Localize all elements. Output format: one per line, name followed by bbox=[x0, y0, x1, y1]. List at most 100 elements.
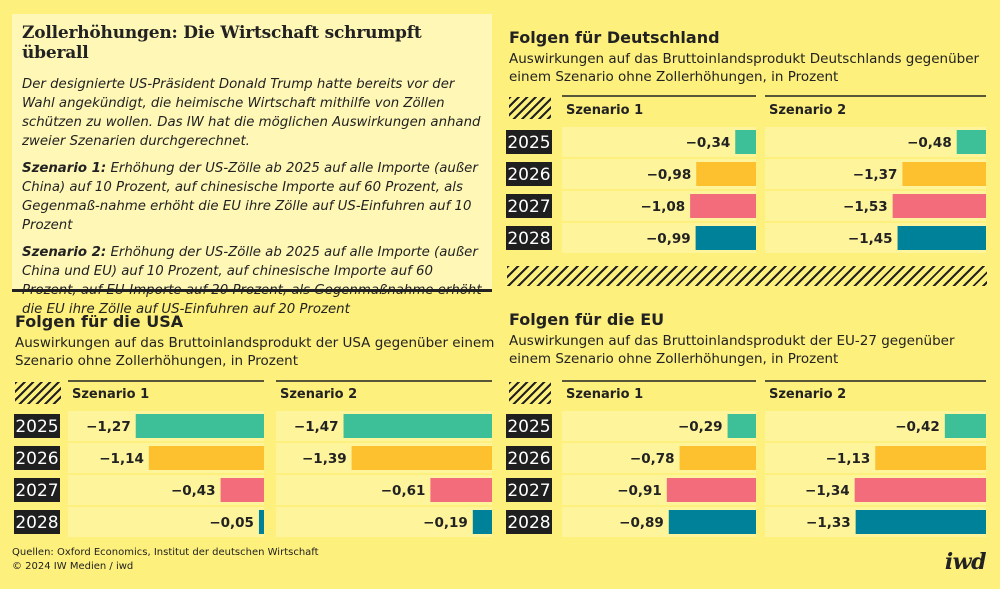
scenario-2-label: Szenario 2: bbox=[22, 245, 107, 260]
year-label: 2026 bbox=[15, 449, 58, 469]
series-header: Szenario 2 bbox=[280, 387, 357, 402]
bar-value-label: −0,99 bbox=[646, 231, 691, 247]
bar bbox=[220, 478, 264, 502]
year-label: 2026 bbox=[507, 449, 550, 469]
bar bbox=[875, 446, 986, 470]
year-label: 2027 bbox=[507, 481, 550, 501]
bar-value-label: −0,89 bbox=[619, 515, 664, 531]
year-label-bg bbox=[14, 446, 60, 470]
bar-value-label: −1,08 bbox=[640, 199, 685, 215]
bar-value-label: −0,98 bbox=[647, 167, 692, 183]
year-label-bg bbox=[506, 446, 552, 470]
bar-value-label: −1,13 bbox=[826, 451, 871, 467]
bar-value-label: −0,43 bbox=[171, 483, 216, 499]
bar bbox=[696, 162, 756, 186]
bar-value-label: −0,91 bbox=[617, 483, 662, 499]
series-header: Szenario 2 bbox=[769, 387, 846, 402]
hatch-usa bbox=[15, 382, 61, 404]
panel-subtitle-eu: Auswirkungen auf das Bruttoinlandsproduk… bbox=[509, 333, 955, 367]
bar-value-label: −1,33 bbox=[806, 515, 851, 531]
hatch-separator bbox=[507, 266, 987, 286]
bar bbox=[727, 414, 756, 438]
bar bbox=[892, 194, 986, 218]
bar bbox=[430, 478, 492, 502]
bar bbox=[944, 414, 986, 438]
bar bbox=[735, 130, 756, 154]
bar-value-label: −0,42 bbox=[895, 419, 940, 435]
intro-divider bbox=[12, 289, 492, 292]
bar-value-label: −1,45 bbox=[848, 231, 893, 247]
bar-value-label: −1,39 bbox=[302, 451, 347, 467]
bar-value-label: −1,27 bbox=[86, 419, 131, 435]
year-label: 2025 bbox=[507, 133, 550, 153]
bar-value-label: −1,34 bbox=[805, 483, 850, 499]
hatch-de bbox=[509, 97, 551, 119]
year-label: 2028 bbox=[15, 513, 58, 533]
scenario-1-description: Szenario 1: Erhöhung der US-Zölle ab 202… bbox=[22, 159, 482, 235]
year-label: 2027 bbox=[15, 481, 58, 501]
intro-box: Zollerhöhungen: Die Wirtschaft schrumpft… bbox=[12, 14, 492, 317]
series-header: Szenario 1 bbox=[72, 387, 149, 402]
bar-value-label: −1,47 bbox=[294, 419, 339, 435]
year-label-bg bbox=[14, 510, 60, 534]
hatch-eu bbox=[509, 382, 551, 404]
bar bbox=[666, 478, 756, 502]
panel-subtitle-usa: Auswirkungen auf das Bruttoinlandsproduk… bbox=[15, 335, 495, 369]
bar-value-label: −0,29 bbox=[678, 419, 723, 435]
bar bbox=[695, 226, 756, 250]
row-band bbox=[562, 127, 756, 157]
year-label-bg bbox=[14, 414, 60, 438]
bar bbox=[135, 414, 264, 438]
iwd-logo: iwd bbox=[944, 549, 987, 575]
bar-value-label: −0,19 bbox=[423, 515, 468, 531]
year-label: 2025 bbox=[507, 417, 550, 437]
row-band bbox=[562, 411, 756, 441]
scenario-1-label: Szenario 1: bbox=[22, 161, 107, 176]
year-label: 2027 bbox=[507, 197, 550, 217]
bar bbox=[148, 446, 264, 470]
year-label-bg bbox=[506, 510, 552, 534]
year-label: 2025 bbox=[15, 417, 58, 437]
bar-value-label: −1,37 bbox=[853, 167, 898, 183]
bar-value-label: −1,14 bbox=[99, 451, 144, 467]
series-header: Szenario 1 bbox=[566, 103, 643, 118]
bar bbox=[343, 414, 492, 438]
panel-subtitle-de: Auswirkungen auf das Bruttoinlandsproduk… bbox=[509, 51, 980, 85]
bar-value-label: −1,53 bbox=[843, 199, 888, 215]
year-label-bg bbox=[506, 162, 552, 186]
bar-value-label: −0,05 bbox=[209, 515, 254, 531]
bar bbox=[258, 510, 264, 534]
bar-value-label: −0,48 bbox=[907, 135, 952, 151]
bar bbox=[854, 478, 986, 502]
bar-value-label: −0,61 bbox=[381, 483, 426, 499]
series-header: Szenario 2 bbox=[769, 103, 846, 118]
bar bbox=[897, 226, 986, 250]
intro-lead: Der designierte US-Präsident Donald Trum… bbox=[22, 77, 481, 149]
bar bbox=[855, 510, 986, 534]
year-label: 2028 bbox=[507, 513, 550, 533]
bar-value-label: −0,78 bbox=[630, 451, 675, 467]
source-note: Quellen: Oxford Economics, Institut der … bbox=[12, 547, 319, 558]
series-header: Szenario 1 bbox=[566, 387, 643, 402]
bar-value-label: −0,34 bbox=[686, 135, 731, 151]
year-label-bg bbox=[506, 478, 552, 502]
main-title: Zollerhöhungen: Die Wirtschaft schrumpft… bbox=[22, 23, 422, 63]
panel-title-usa: Folgen für die USA bbox=[15, 312, 184, 331]
bar bbox=[668, 510, 756, 534]
bar bbox=[902, 162, 986, 186]
bar bbox=[472, 510, 492, 534]
panel-title-de: Folgen für Deutschland bbox=[509, 28, 720, 47]
row-band bbox=[765, 127, 986, 157]
year-label-bg bbox=[506, 130, 552, 154]
row-band bbox=[68, 507, 264, 537]
bar bbox=[679, 446, 756, 470]
year-label-bg bbox=[14, 478, 60, 502]
row-band bbox=[276, 507, 492, 537]
year-label: 2028 bbox=[507, 229, 550, 249]
bar bbox=[956, 130, 986, 154]
scenario-1-text: Erhöhung der US-Zölle ab 2025 auf alle I… bbox=[22, 161, 478, 233]
copyright-note: © 2024 IW Medien / iwd bbox=[12, 561, 134, 572]
